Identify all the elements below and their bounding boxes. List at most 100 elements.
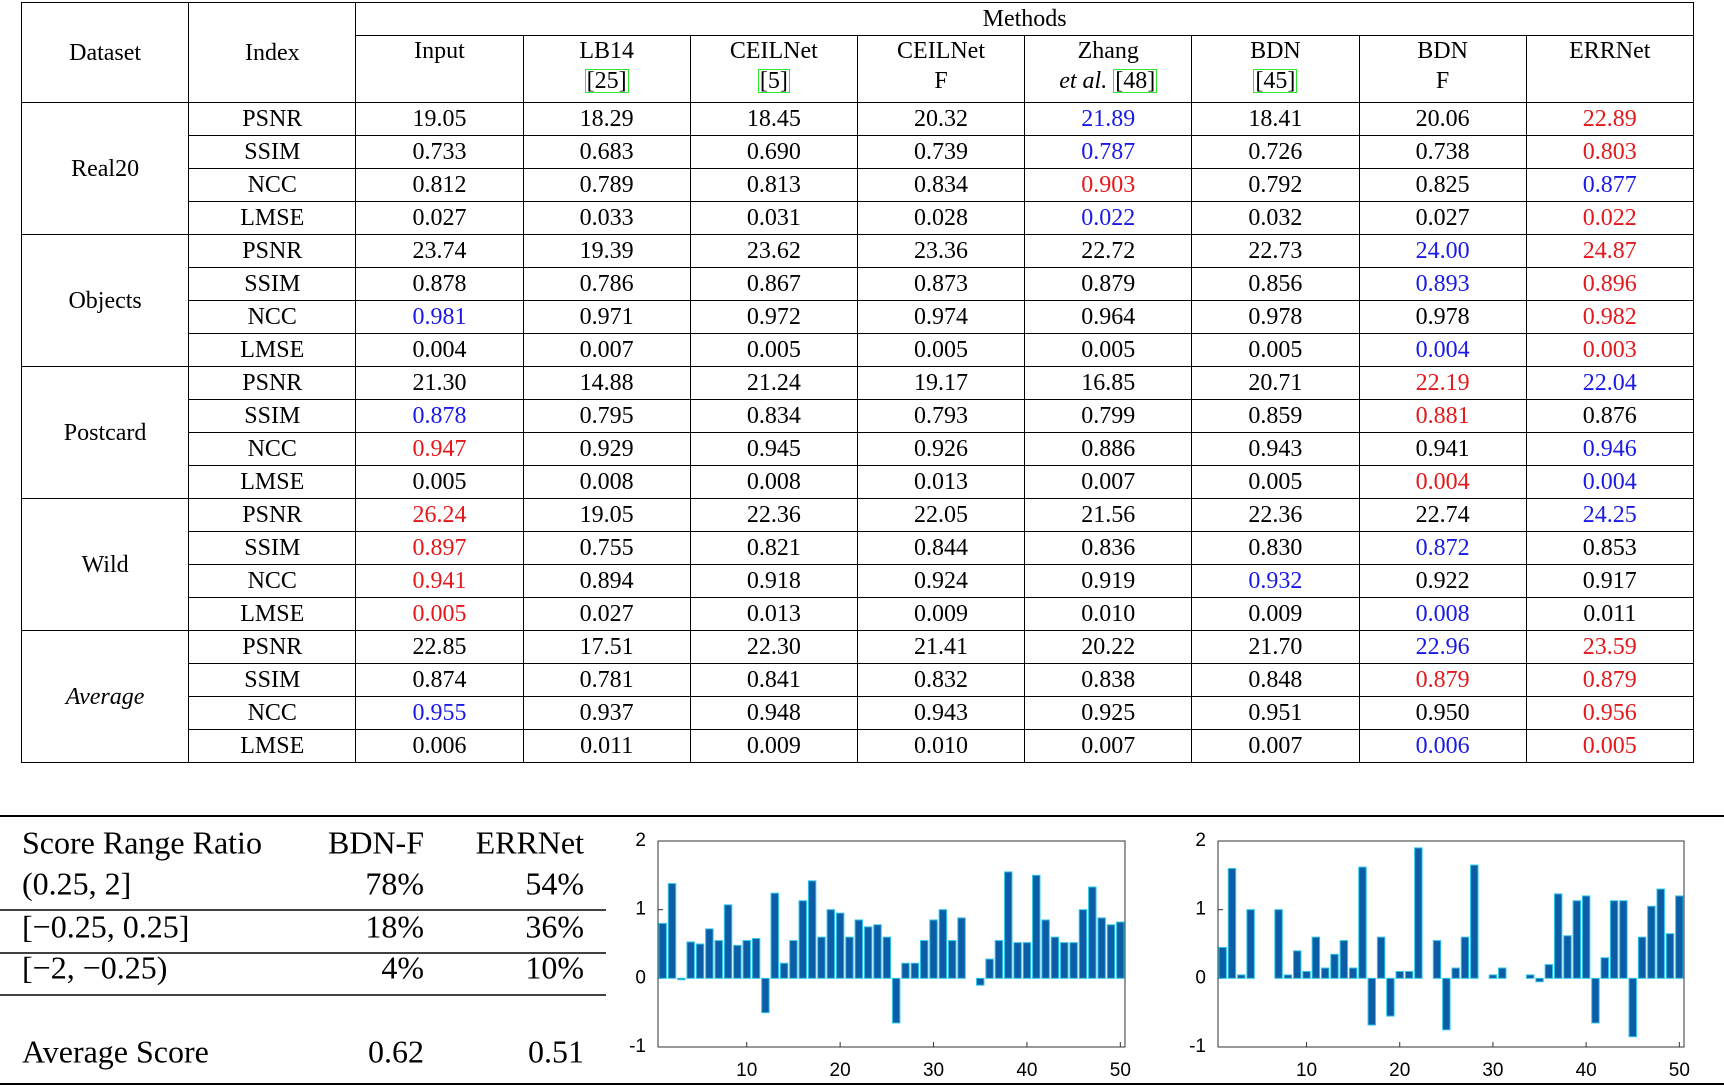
value-cell: 22.04 bbox=[1525, 366, 1694, 400]
index-name: LMSE bbox=[188, 729, 357, 763]
value-cell: 0.007 bbox=[1024, 729, 1193, 763]
bar bbox=[1451, 967, 1460, 979]
value-cell: 0.004 bbox=[1358, 333, 1527, 367]
value-cell: 0.948 bbox=[689, 696, 858, 730]
value-cell: 0.941 bbox=[1358, 432, 1527, 466]
value-cell: 0.006 bbox=[1358, 729, 1527, 763]
value-cell: 0.925 bbox=[1024, 696, 1193, 730]
value-cell: 0.950 bbox=[1358, 696, 1527, 730]
value-cell: 22.05 bbox=[856, 498, 1026, 532]
data-row: LMSE 0.005 0.008 0.008 0.013 0.007 0.005 0.004 0… bbox=[22, 465, 1694, 499]
value-cell: 0.903 bbox=[1024, 168, 1193, 202]
value-cell: 26.24 bbox=[355, 498, 524, 532]
bar bbox=[882, 936, 892, 979]
x-tick-label: 50 bbox=[1669, 1060, 1690, 1081]
bar bbox=[1376, 936, 1386, 979]
bar bbox=[1032, 874, 1041, 979]
value-cell: 0.028 bbox=[856, 201, 1026, 235]
data-row: LMSE 0.006 0.011 0.009 0.010 0.007 0.007 0.006 0… bbox=[22, 729, 1694, 763]
bar bbox=[695, 943, 705, 979]
data-row: SSIM 0.878 0.795 0.834 0.793 0.799 0.859 0.881 0… bbox=[22, 399, 1694, 433]
dataset-name: Average bbox=[20, 630, 190, 763]
value-cell: 22.19 bbox=[1358, 366, 1527, 400]
data-row: Wild PSNR 26.24 19.05 22.36 22.05 21.56 22.36 22… bbox=[20, 498, 1694, 631]
bar bbox=[1442, 977, 1451, 1031]
index-name: SSIM bbox=[188, 399, 357, 433]
method-header: CEILNet F bbox=[856, 35, 1026, 103]
value-cell: 0.011 bbox=[522, 729, 691, 763]
value-cell: 0.881 bbox=[1358, 399, 1527, 433]
x-tick-label: 20 bbox=[830, 1060, 851, 1081]
value-cell: 0.943 bbox=[856, 696, 1026, 730]
method-sub: et al. [48] bbox=[1025, 66, 1191, 96]
bar bbox=[1647, 905, 1656, 979]
value-cell: 22.73 bbox=[1191, 234, 1360, 268]
data-row: NCC 0.941 0.894 0.918 0.924 0.919 0.932 0.922 0.… bbox=[22, 564, 1694, 598]
bar bbox=[1283, 974, 1293, 979]
bar bbox=[798, 900, 808, 979]
value-cell: 0.003 bbox=[1525, 333, 1694, 367]
index-name: PSNR bbox=[188, 102, 357, 136]
value-cell: 23.36 bbox=[856, 234, 1026, 268]
value-cell: 0.932 bbox=[1191, 564, 1360, 598]
value-cell: 0.853 bbox=[1525, 531, 1694, 565]
value-cell: 19.05 bbox=[355, 102, 524, 136]
bar bbox=[1078, 909, 1088, 979]
header-cell: Methods bbox=[355, 2, 1694, 36]
value-cell: 0.033 bbox=[522, 201, 691, 235]
value-cell: 0.894 bbox=[522, 564, 691, 598]
bar bbox=[779, 962, 789, 979]
bar bbox=[845, 936, 854, 979]
index-name: NCC bbox=[188, 300, 357, 334]
index-name: LMSE bbox=[188, 597, 357, 631]
value-cell: 0.893 bbox=[1358, 267, 1527, 301]
value-cell: 0.011 bbox=[1525, 597, 1694, 631]
value-cell: 23.62 bbox=[689, 234, 858, 268]
value-cell: 0.792 bbox=[1191, 168, 1360, 202]
score-cell: 78% bbox=[365, 865, 424, 901]
bar bbox=[1237, 974, 1246, 979]
bar bbox=[1535, 977, 1544, 983]
method-name: Input bbox=[414, 38, 465, 64]
x-tick-label: 10 bbox=[736, 1060, 757, 1081]
value-cell: 0.956 bbox=[1525, 696, 1694, 730]
method-header: Zhang et al. [48] bbox=[1024, 35, 1193, 103]
bar bbox=[1060, 942, 1069, 979]
value-cell: 0.879 bbox=[1358, 663, 1527, 697]
value-cell: 0.978 bbox=[1191, 300, 1360, 334]
value-cell: 0.005 bbox=[1191, 465, 1360, 499]
value-cell: 0.955 bbox=[355, 696, 524, 730]
value-cell: 0.005 bbox=[689, 333, 858, 367]
bar bbox=[891, 977, 901, 1024]
y-tick-label: 2 bbox=[1195, 830, 1206, 851]
bar bbox=[1246, 909, 1255, 979]
score-footer: 0.62 bbox=[368, 1033, 424, 1069]
data-row: Average PSNR 22.85 17.51 22.30 21.41 20.22 21.7… bbox=[20, 630, 1694, 763]
bar bbox=[1218, 946, 1227, 979]
value-cell: 0.922 bbox=[1358, 564, 1527, 598]
bar bbox=[1069, 942, 1078, 979]
dataset-name: Wild bbox=[20, 498, 190, 631]
value-cell: 0.946 bbox=[1525, 432, 1694, 466]
score-footer: Average Score bbox=[22, 1033, 209, 1069]
bar bbox=[1488, 974, 1498, 979]
method-variant: F bbox=[934, 68, 948, 94]
bar bbox=[1665, 933, 1675, 979]
bar bbox=[1358, 866, 1367, 979]
dataset-name: Real20 bbox=[20, 102, 190, 235]
value-cell: 24.25 bbox=[1525, 498, 1694, 532]
bar bbox=[1097, 917, 1106, 979]
bar bbox=[1619, 900, 1628, 979]
value-cell: 0.005 bbox=[355, 597, 524, 631]
value-cell: 0.919 bbox=[1024, 564, 1193, 598]
score-cell: 4% bbox=[381, 949, 424, 985]
data-row: Real20 PSNR 19.05 18.29 18.45 20.32 21.89 18.41… bbox=[20, 102, 1694, 235]
y-tick-label: -1 bbox=[1189, 1036, 1206, 1057]
value-cell: 0.008 bbox=[1358, 597, 1527, 631]
data-row: LMSE 0.005 0.027 0.013 0.009 0.010 0.009 0.008 0… bbox=[22, 597, 1694, 631]
x-tick-label: 10 bbox=[1296, 1060, 1317, 1081]
bar bbox=[1581, 895, 1591, 979]
value-cell: 0.009 bbox=[689, 729, 858, 763]
value-cell: 20.06 bbox=[1358, 102, 1527, 136]
value-cell: 0.873 bbox=[856, 267, 1026, 301]
